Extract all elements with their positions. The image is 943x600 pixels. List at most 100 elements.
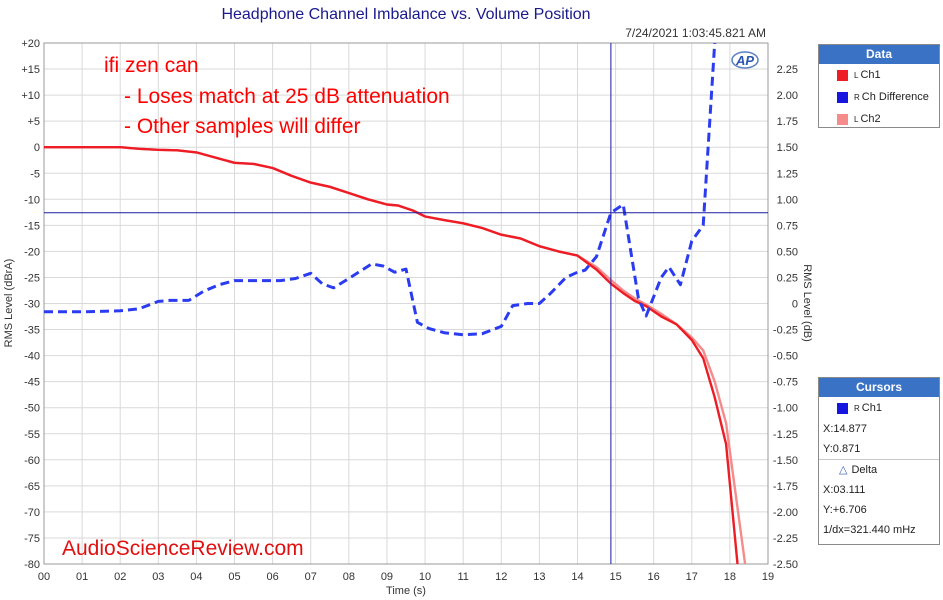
ch-difference-color-swatch <box>837 91 848 103</box>
x-tick-label: 19 <box>762 571 774 583</box>
ap-logo: AP <box>731 51 759 69</box>
x-tick-label: 00 <box>38 571 50 583</box>
legend-item-ch2[interactable]: L Ch2 <box>819 108 939 130</box>
y2-tick-label: 1.00 <box>777 194 798 206</box>
x-tick-label: 15 <box>609 571 621 583</box>
x-axis-ticks: 00 01 02 03 04 05 06 07 08 09 10 11 12 13 14 15 16 17 18 19 <box>38 571 774 583</box>
y-tick-label: 0 <box>34 142 40 154</box>
y-tick-label: +5 <box>27 116 40 128</box>
y-tick-label: -35 <box>24 325 40 337</box>
y2-tick-label: 2.25 <box>777 64 798 76</box>
y2-tick-label: -0.75 <box>773 377 798 389</box>
legend-item-sup: L <box>854 70 859 80</box>
y2-tick-label: -1.00 <box>773 403 798 415</box>
legend-item-sup: R <box>854 92 860 102</box>
y2-tick-label: -2.50 <box>773 559 798 571</box>
legend-item-ch1[interactable]: L Ch1 <box>819 64 939 86</box>
y-tick-label: +15 <box>21 64 40 76</box>
x-tick-label: 14 <box>571 571 583 583</box>
y2-tick-label: -1.75 <box>773 481 798 493</box>
x-tick-label: 17 <box>686 571 698 583</box>
y2-tick-label: 0.25 <box>777 272 798 284</box>
y-tick-label: -15 <box>24 220 40 232</box>
y2-tick-label: 0 <box>792 299 798 311</box>
x-tick-label: 09 <box>381 571 393 583</box>
cursor-channel-label: Ch1 <box>861 402 882 414</box>
series <box>44 42 747 565</box>
legend-item-sup: L <box>854 114 859 124</box>
delta-toggle[interactable]: △ Delta <box>819 459 939 480</box>
y-tick-label: -10 <box>24 194 40 206</box>
y-tick-label: -70 <box>24 507 40 519</box>
y2-tick-label: -2.25 <box>773 533 798 545</box>
y-tick-label: -80 <box>24 559 40 571</box>
y-axis-left-label: RMS Level (dBrA) <box>3 259 15 348</box>
y2-tick-label: -2.00 <box>773 507 798 519</box>
y-tick-label: -50 <box>24 403 40 415</box>
data-legend-title: Data <box>819 45 939 64</box>
x-tick-label: 18 <box>724 571 736 583</box>
x-tick-label: 05 <box>228 571 240 583</box>
y2-tick-label: -0.50 <box>773 351 798 363</box>
delta-icon: △ <box>839 464 848 476</box>
x-tick-label: 04 <box>190 571 202 583</box>
timestamp: 7/24/2021 1:03:45.821 AM <box>625 26 766 40</box>
y-tick-label: -55 <box>24 429 40 441</box>
y-axis-left-ticks: +20 +15 +10 +5 0 -5 -10 -15 -20 -25 -30 -35 -40 -45 -5… <box>21 38 40 571</box>
legend-item-label: Ch1 <box>860 69 881 81</box>
y2-tick-label: -1.25 <box>773 429 798 441</box>
x-tick-label: 01 <box>76 571 88 583</box>
y-tick-label: -20 <box>24 246 40 258</box>
y2-tick-label: 1.25 <box>777 168 798 180</box>
delta-inverse-dx: 1/dx=321.440 mHz <box>823 524 916 536</box>
cursor-channel-swatch <box>837 402 848 414</box>
y-tick-label: -75 <box>24 533 40 545</box>
x-tick-label: 08 <box>343 571 355 583</box>
cursor-channel[interactable]: R Ch1 <box>819 397 939 419</box>
legend-item-label: Ch2 <box>860 113 881 125</box>
y2-tick-label: 0.50 <box>777 246 798 258</box>
y-tick-label: -65 <box>24 481 40 493</box>
y-tick-label: -60 <box>24 455 40 467</box>
y2-tick-label: 1.75 <box>777 116 798 128</box>
x-tick-label: 11 <box>457 571 468 583</box>
y2-tick-label: 1.50 <box>777 142 798 154</box>
grid <box>43 42 769 565</box>
legend-item-ch-difference[interactable]: R Ch Difference <box>819 86 939 108</box>
y-tick-label: -25 <box>24 272 40 284</box>
y-tick-label: -30 <box>24 299 40 311</box>
annotation-line-2: - Loses match at 25 dB attenuation <box>124 85 450 108</box>
y-tick-label: -40 <box>24 351 40 363</box>
ch1-color-swatch <box>837 69 848 81</box>
y-tick-label: +20 <box>21 38 40 50</box>
delta-x-value: X:03.111 <box>823 484 866 496</box>
y-tick-label: -45 <box>24 377 40 389</box>
data-legend-panel: Data L Ch1 R Ch Difference L Ch2 <box>818 44 940 128</box>
cursors-panel: Cursors R Ch1 X:14.877 Y:0.871 △ Delta X:… <box>818 377 940 545</box>
y-axis-right-label: RMS Level (dB) <box>801 264 813 342</box>
plot-area-border <box>43 42 769 565</box>
y-axis-right-ticks: 2.25 2.00 1.75 1.50 1.25 1.00 0.75 0.50 0.25 0 -0.… <box>773 64 798 571</box>
y2-tick-label: -0.25 <box>773 325 798 337</box>
annotation-line-3: - Other samples will differ <box>124 115 361 138</box>
annotation-line-1: ifi zen can <box>104 54 199 77</box>
watermark: AudioScienceReview.com <box>62 537 304 560</box>
x-tick-label: 10 <box>419 571 431 583</box>
x-tick-label: 06 <box>267 571 279 583</box>
x-tick-label: 07 <box>305 571 317 583</box>
series-line-ch1 <box>44 145 739 565</box>
delta-y-value: Y:+6.706 <box>823 504 867 516</box>
legend-item-label: Ch Difference <box>861 91 929 103</box>
cursor-y-value: Y:0.871 <box>823 443 861 455</box>
delta-label: Delta <box>851 464 878 476</box>
x-axis-label: Time (s) <box>386 585 426 597</box>
y-tick-label: +10 <box>21 90 40 102</box>
x-tick-label: 02 <box>114 571 126 583</box>
x-tick-label: 16 <box>648 571 660 583</box>
ap-logo-text: AP <box>735 53 754 68</box>
x-tick-label: 03 <box>152 571 164 583</box>
series-line-ch-difference <box>44 42 717 337</box>
chart-title: Headphone Channel Imbalance vs. Volume P… <box>221 6 590 23</box>
x-tick-label: 13 <box>533 571 545 583</box>
